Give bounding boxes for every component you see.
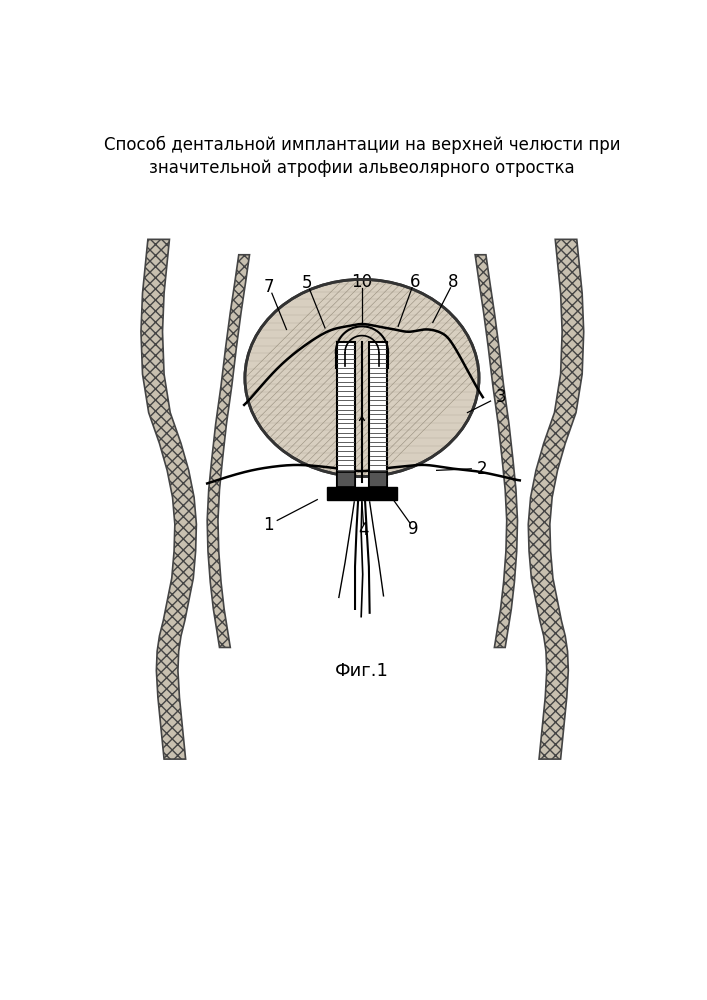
Text: 4: 4 (358, 521, 369, 539)
Text: 2: 2 (477, 460, 487, 478)
Text: 9: 9 (409, 520, 419, 538)
Text: Фиг.1: Фиг.1 (335, 662, 389, 680)
Text: Способ дентальной имплантации на верхней челюсти при: Способ дентальной имплантации на верхней… (104, 136, 620, 154)
Text: 5: 5 (301, 274, 312, 292)
Ellipse shape (245, 279, 479, 477)
Text: 10: 10 (351, 273, 373, 291)
Text: 1: 1 (264, 516, 274, 534)
Text: 7: 7 (264, 278, 274, 296)
Polygon shape (475, 255, 518, 647)
Bar (337, 342, 355, 486)
Bar (369, 342, 387, 486)
Text: значительной атрофии альвеолярного отростка: значительной атрофии альвеолярного отрос… (149, 159, 575, 177)
Text: 8: 8 (448, 273, 459, 291)
Polygon shape (207, 255, 250, 647)
Text: 6: 6 (410, 273, 421, 291)
Text: 3: 3 (496, 388, 506, 406)
Polygon shape (141, 239, 197, 759)
Bar (337, 472, 355, 487)
Bar (369, 472, 387, 487)
Polygon shape (528, 239, 584, 759)
Bar (327, 487, 397, 500)
